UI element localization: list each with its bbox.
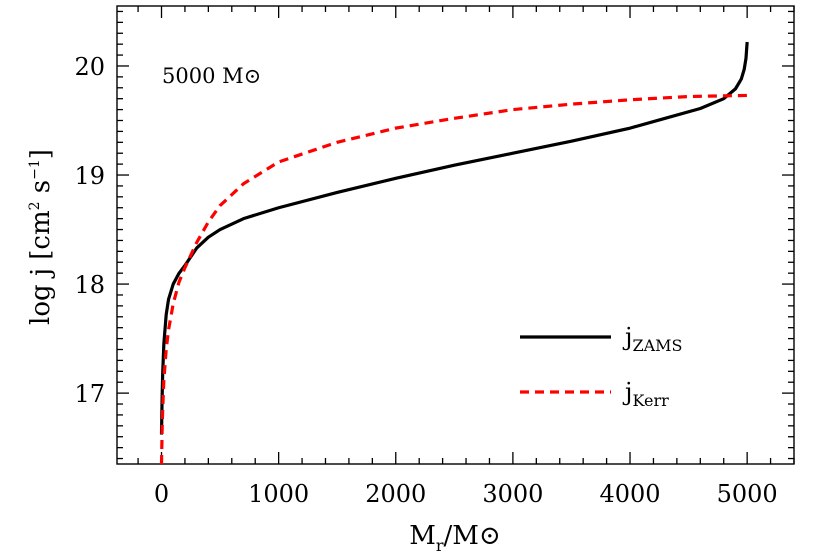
x-tick-labels: 0 1000 2000 3000 4000 5000	[154, 480, 778, 508]
y-tick-label: 17	[74, 380, 105, 408]
y-tick-label: 20	[74, 53, 105, 81]
y-axis-title-suffix: ]	[26, 149, 56, 159]
plot-frame	[116, 5, 795, 465]
y-axis-title-prefix: log j [cm	[26, 210, 56, 325]
x-tick-label: 2000	[365, 480, 426, 508]
legend-label-zams-main: j	[622, 323, 632, 351]
legend: jZAMS jKerr	[520, 323, 682, 410]
x-tick-label: 5000	[717, 480, 778, 508]
x-axis-title: Mr/M⊙	[409, 521, 500, 554]
legend-label-zams: jZAMS	[622, 323, 682, 355]
legend-label-kerr-main: j	[622, 378, 632, 406]
legend-label-kerr: jKerr	[622, 378, 669, 410]
x-tick-label: 3000	[482, 480, 543, 508]
series-line-zams	[159, 41, 749, 435]
x-axis-title-main: M	[409, 521, 436, 551]
y-tick-label: 18	[74, 271, 105, 299]
legend-label-zams-sub: ZAMS	[632, 336, 682, 355]
mass-annotation: 5000 M⊙	[162, 64, 261, 88]
x-axis-title-rest: /M⊙	[444, 521, 501, 551]
series-line-kerr	[159, 93, 748, 465]
legend-label-kerr-sub: Kerr	[632, 391, 669, 410]
y-tick-label: 19	[74, 162, 105, 190]
x-tick-label: 0	[154, 480, 169, 508]
y-axis-title: log j [cm2 s−1]	[26, 149, 56, 325]
y-axis-title-mid: s	[26, 180, 56, 202]
x-tick-label: 1000	[248, 480, 309, 508]
tick-marks	[117, 6, 795, 464]
x-tick-label: 4000	[599, 480, 660, 508]
series-layer	[159, 41, 749, 465]
y-axis-title-sup2: −1	[27, 159, 43, 180]
x-axis-title-sub: r	[436, 536, 444, 554]
y-axis-title-sup1: 2	[27, 201, 43, 210]
y-tick-labels: 17 18 19 20	[74, 53, 105, 408]
